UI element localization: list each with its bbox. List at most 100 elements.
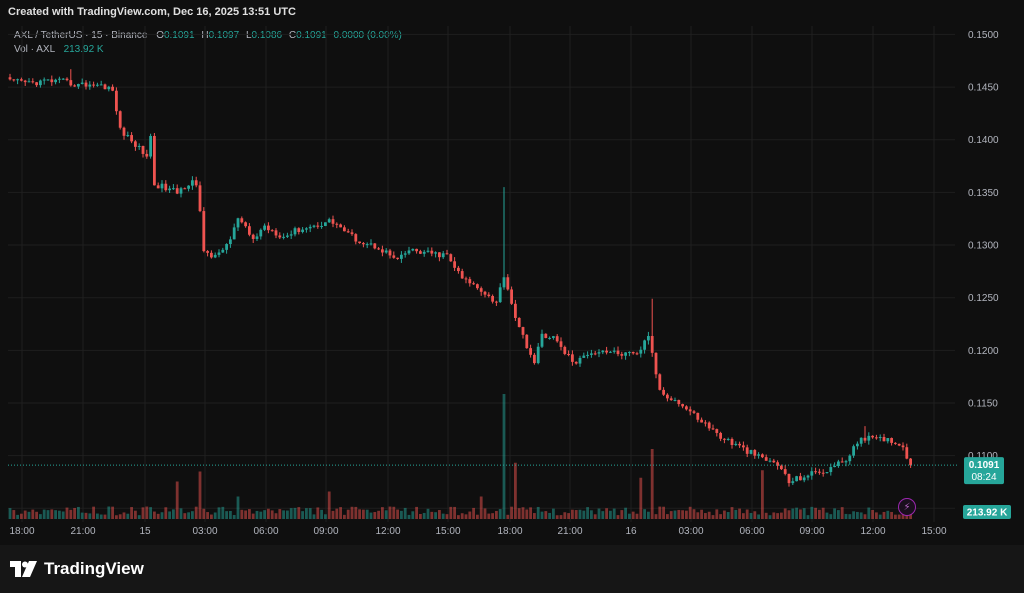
candle-body xyxy=(183,188,187,190)
flash-icon[interactable]: ⚡ xyxy=(898,498,916,516)
volume-bar xyxy=(115,515,118,519)
volume-bar xyxy=(647,511,650,519)
candle-body xyxy=(365,244,369,246)
volume-bar xyxy=(445,514,449,519)
volume-tag-label: 213.92 K xyxy=(967,508,1008,519)
volume-bar xyxy=(871,509,874,519)
volume-bar xyxy=(840,507,844,519)
candle-body xyxy=(293,228,297,235)
candle-body xyxy=(126,135,130,137)
candle-body xyxy=(248,226,251,235)
candle-body xyxy=(468,279,472,284)
last-price-label: 0.1091 xyxy=(969,460,1000,471)
candle-body xyxy=(635,353,639,355)
volume-bar xyxy=(692,509,696,519)
volume-tag[interactable] xyxy=(963,505,1011,519)
candle-body xyxy=(749,450,753,454)
volume-bar xyxy=(757,514,760,519)
candle-body xyxy=(221,249,225,253)
volume-legend[interactable]: Vol · AXL 213.92 K xyxy=(14,44,104,55)
candle-body xyxy=(286,235,289,237)
price-chart[interactable]: 0.1500 0.1450 0.1400 0.1350 0.1300 0.1250 0.12… xyxy=(0,0,1024,545)
candle-body xyxy=(39,80,42,86)
candle-body xyxy=(274,230,278,236)
volume-bar xyxy=(510,506,513,519)
candle-body xyxy=(156,185,160,189)
volume-bar xyxy=(122,512,126,519)
volume-bar xyxy=(217,507,221,519)
candle-body xyxy=(172,188,175,190)
candle-body xyxy=(213,254,217,258)
volume-bar xyxy=(696,512,700,519)
volume-bar xyxy=(73,508,76,519)
candle-body xyxy=(42,79,46,81)
candle-body xyxy=(115,90,118,112)
volume-bar xyxy=(677,509,681,519)
tradingview-logo[interactable]: TradingView xyxy=(10,559,144,579)
volume-bar xyxy=(620,510,624,519)
candle-body xyxy=(84,82,88,87)
candle-body xyxy=(441,253,445,258)
volume-bar xyxy=(476,514,479,519)
volume-bar xyxy=(84,512,88,519)
volume-bar xyxy=(609,510,612,519)
time-tick-label: 16 xyxy=(625,526,637,537)
candle-body xyxy=(308,226,312,229)
candle-body xyxy=(54,79,57,83)
volume-bar xyxy=(586,507,589,519)
price-tick-label: 0.1350 xyxy=(968,188,999,199)
symbol-legend[interactable]: AXL / TetherUS · 15 · Binance O0.1091 H0… xyxy=(14,30,402,41)
volume-bar xyxy=(635,513,639,519)
candle-body xyxy=(878,436,882,438)
candle-body xyxy=(320,225,323,227)
candle-body xyxy=(164,183,168,191)
volume-bar xyxy=(130,507,133,519)
volume-bar xyxy=(533,513,536,519)
candle-body xyxy=(605,350,608,353)
volume-bar xyxy=(552,508,555,519)
volume-bar xyxy=(80,512,84,519)
volume-bar xyxy=(92,506,95,519)
volume-bar xyxy=(886,510,890,519)
volume-bar xyxy=(320,509,323,519)
candle-body xyxy=(521,327,525,335)
volume-bar xyxy=(707,511,711,519)
last-price-tag[interactable] xyxy=(964,457,1004,485)
volume-bar xyxy=(324,514,327,519)
candle-body xyxy=(65,78,69,81)
time-tick-label: 09:00 xyxy=(313,526,338,537)
candle-body xyxy=(890,438,893,443)
volume-bar xyxy=(225,511,228,519)
candle-body xyxy=(217,252,221,255)
candle-body xyxy=(833,465,836,468)
candle-body xyxy=(244,222,247,227)
volume-bar xyxy=(267,508,270,519)
volume-bar xyxy=(202,508,206,519)
candle-body xyxy=(8,77,12,80)
volume-bar xyxy=(776,513,779,519)
price-tick-label: 0.1450 xyxy=(968,83,999,94)
volume-bar xyxy=(555,515,559,519)
candle-body xyxy=(753,450,757,456)
volume-bar xyxy=(194,506,198,519)
volume-bar xyxy=(358,509,361,519)
volume-bar xyxy=(548,512,551,519)
candle-body xyxy=(631,351,635,354)
candle-body xyxy=(510,289,513,304)
candle-body xyxy=(688,409,692,412)
candle-body xyxy=(50,79,54,83)
price-tick-label: 0.1250 xyxy=(968,293,999,304)
candle-body xyxy=(711,428,715,430)
candle-body xyxy=(362,243,365,245)
volume-bar xyxy=(673,510,677,519)
volume-bar xyxy=(210,514,213,519)
time-tick-label: 15:00 xyxy=(435,526,460,537)
volume-bar xyxy=(574,510,578,519)
candle-body xyxy=(289,234,293,236)
volume-bar xyxy=(837,510,840,519)
volume-bar xyxy=(483,508,487,519)
volume-bar xyxy=(396,509,399,519)
candle-body xyxy=(61,78,65,80)
candle-body xyxy=(210,252,213,258)
candle-body xyxy=(99,84,103,86)
